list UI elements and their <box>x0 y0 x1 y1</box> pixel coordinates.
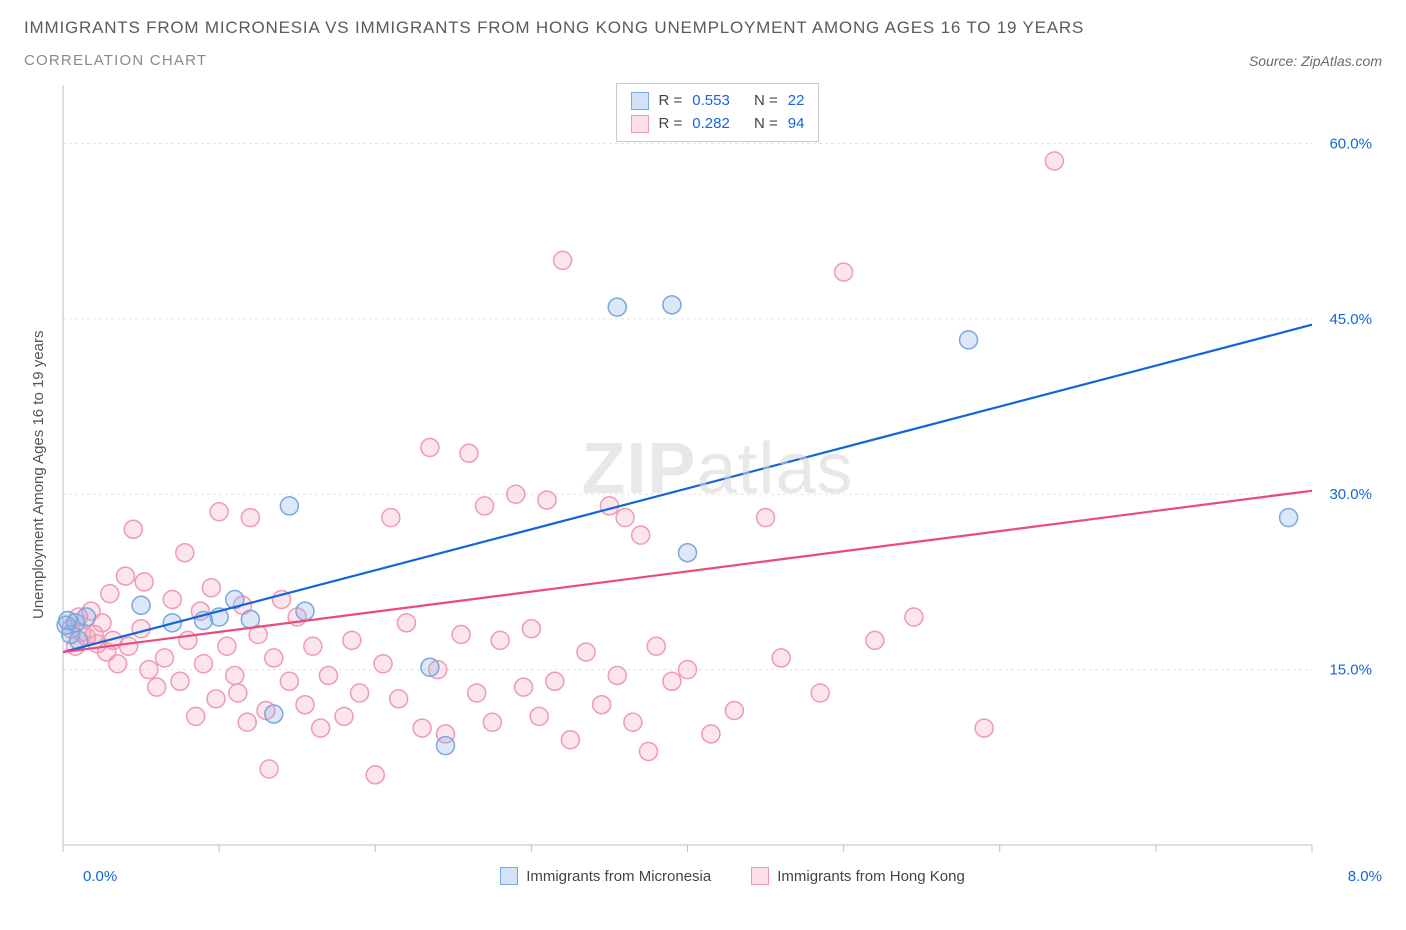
x-axis-min: 0.0% <box>83 868 117 885</box>
chart-source: Source: ZipAtlas.com <box>1249 53 1382 69</box>
legend-r-label: R = <box>659 113 683 136</box>
scatter-plot: 15.0% 30.0% 45.0% 60.0% <box>53 75 1382 865</box>
series-legend: Immigrants from Micronesia Immigrants fr… <box>500 867 965 885</box>
legend-n-value: 94 <box>788 113 805 136</box>
x-axis-row: 0.0% Immigrants from Micronesia Immigran… <box>53 867 1382 885</box>
chart-subtitle: CORRELATION CHART <box>24 52 207 69</box>
legend-n-label: N = <box>754 113 778 136</box>
series-legend-item: Immigrants from Micronesia <box>500 867 711 885</box>
legend-swatch <box>500 867 518 885</box>
correlation-legend: R = 0.553 N = 22 R = 0.282 N = 94 <box>616 83 820 142</box>
chart-area: Unemployment Among Ages 16 to 19 years R… <box>24 75 1382 895</box>
plot-wrap: R = 0.553 N = 22 R = 0.282 N = 94 ZIPatl… <box>53 75 1382 895</box>
legend-n-label: N = <box>754 90 778 113</box>
legend-r-value: 0.553 <box>692 90 730 113</box>
series-legend-item: Immigrants from Hong Kong <box>751 867 965 885</box>
svg-text:15.0%: 15.0% <box>1329 662 1372 679</box>
legend-n-value: 22 <box>788 90 805 113</box>
legend-swatch <box>631 92 649 110</box>
svg-text:60.0%: 60.0% <box>1329 135 1372 152</box>
svg-text:30.0%: 30.0% <box>1329 486 1372 503</box>
legend-swatch <box>751 867 769 885</box>
series-legend-label: Immigrants from Micronesia <box>526 868 711 885</box>
series-legend-label: Immigrants from Hong Kong <box>777 868 965 885</box>
legend-swatch <box>631 115 649 133</box>
y-axis-label: Unemployment Among Ages 16 to 19 years <box>24 115 53 835</box>
svg-text:45.0%: 45.0% <box>1329 311 1372 328</box>
legend-row: R = 0.282 N = 94 <box>631 113 805 136</box>
subtitle-row: CORRELATION CHART Source: ZipAtlas.com <box>24 52 1382 69</box>
legend-r-value: 0.282 <box>692 113 730 136</box>
legend-r-label: R = <box>659 90 683 113</box>
x-axis-max: 8.0% <box>1348 868 1382 885</box>
chart-title: IMMIGRANTS FROM MICRONESIA VS IMMIGRANTS… <box>24 18 1382 38</box>
legend-row: R = 0.553 N = 22 <box>631 90 805 113</box>
